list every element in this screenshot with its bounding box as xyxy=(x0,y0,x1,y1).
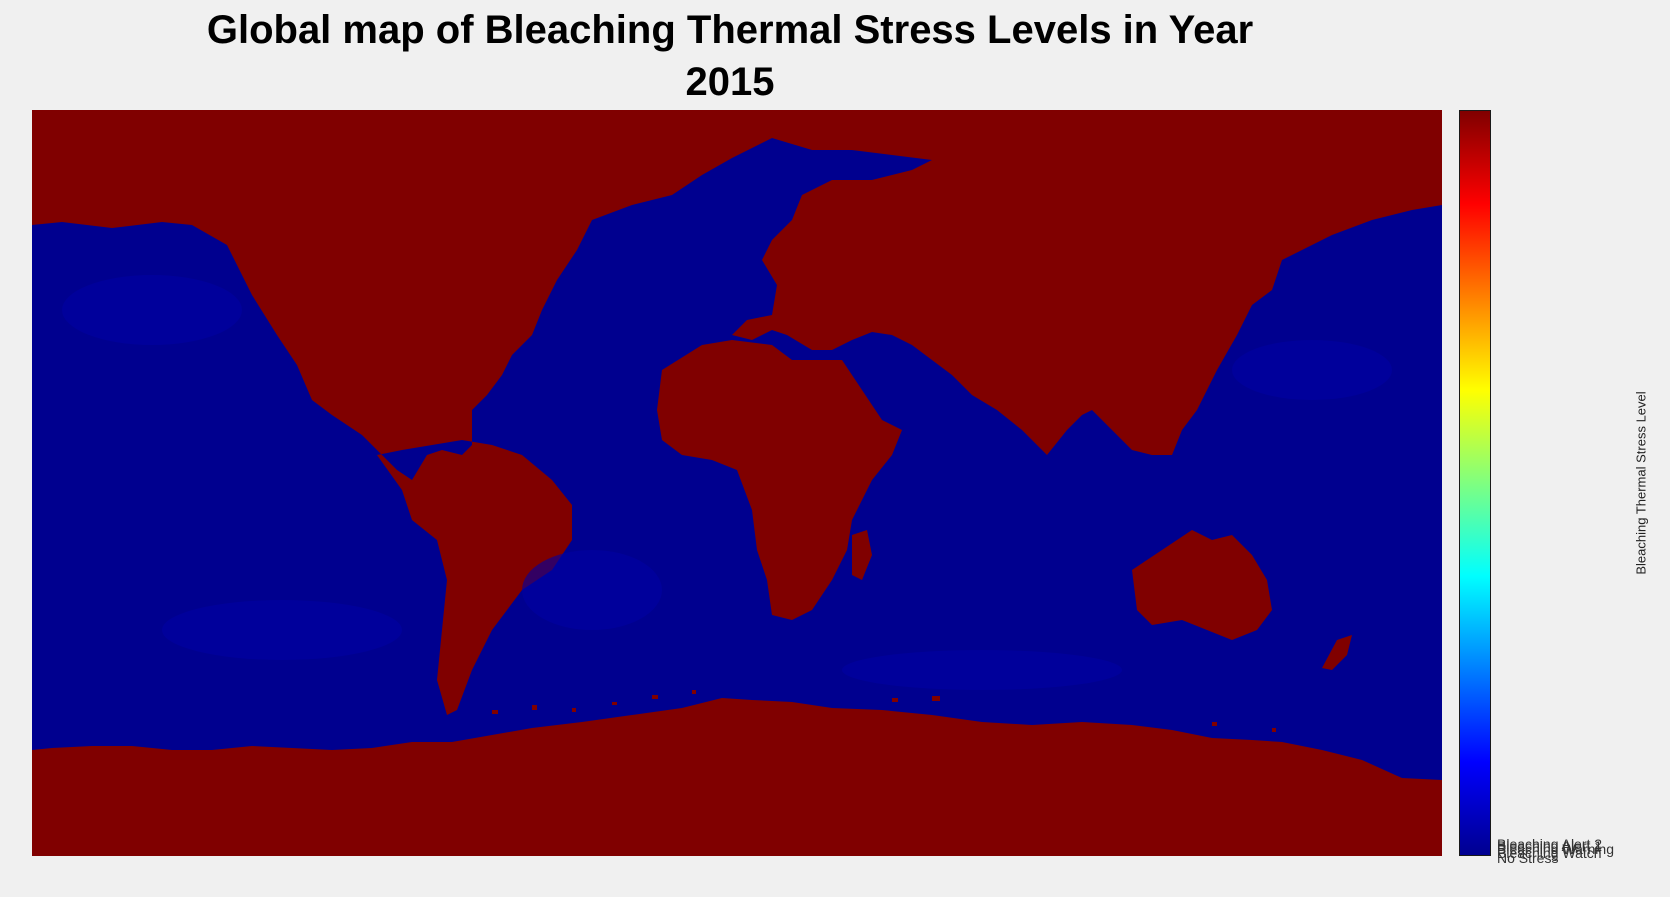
colorbar-tick-2: Bleaching Warning xyxy=(1497,841,1614,857)
colorbar-tick-0: Bleaching Alert 2 xyxy=(1497,836,1603,852)
title-line-2: 2015 xyxy=(685,60,775,104)
title-line-1: Global map of Bleaching Thermal Stress L… xyxy=(206,8,1254,52)
colorbar-label: Bleaching Thermal Stress Level xyxy=(1633,391,1649,575)
world-map xyxy=(32,110,1442,856)
colorbar-tick-4: No Stress xyxy=(1497,850,1559,866)
map-title: Global map of Bleaching Thermal Stress L… xyxy=(130,4,1330,108)
colorbar-tick-3: Bleaching Watch xyxy=(1497,845,1602,861)
colorbar-tick-1: Bleaching Alert 1 xyxy=(1497,838,1603,854)
colorbar-gradient xyxy=(1460,111,1490,855)
colorbar xyxy=(1459,110,1491,856)
antarctic-ice-edge xyxy=(492,690,1276,732)
ocean-texture xyxy=(62,275,1392,690)
